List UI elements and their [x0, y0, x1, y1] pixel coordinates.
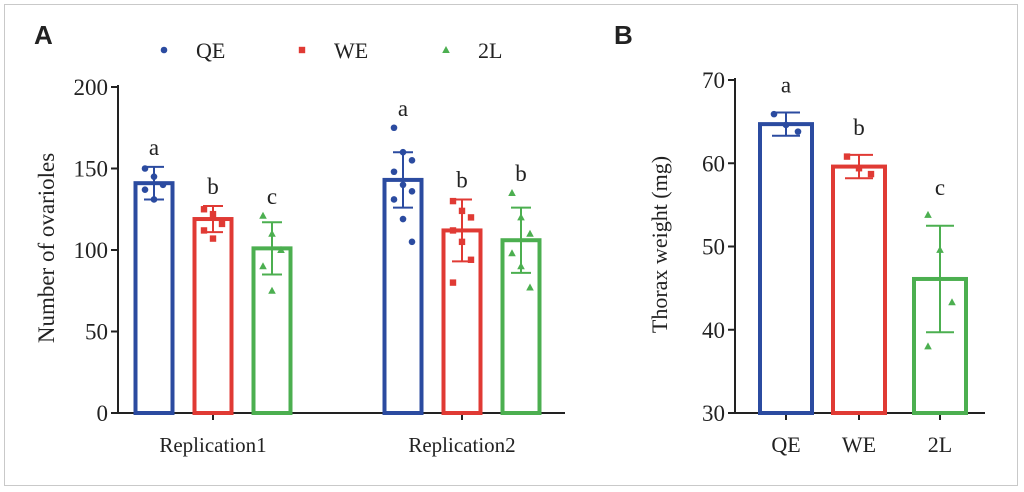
y-tick-label: 100	[74, 238, 109, 263]
data-point	[390, 124, 398, 132]
data-point	[399, 181, 407, 189]
y-axis-title: Number of ovarioles	[34, 153, 59, 343]
x-tick-label: Replication1	[159, 433, 266, 457]
panel-a-label: A	[34, 20, 53, 50]
data-point	[508, 188, 516, 196]
bar	[251, 246, 293, 415]
y-axis-title: Thorax weight (mg)	[647, 156, 672, 333]
x-tick-label: Replication2	[408, 433, 515, 457]
bar	[133, 181, 175, 415]
data-point	[141, 165, 149, 172]
data-point	[209, 235, 217, 242]
legend-marker	[442, 46, 450, 53]
data-point	[526, 283, 534, 291]
data-point	[467, 256, 475, 263]
y-tick-label: 60	[702, 151, 725, 176]
y-tick-label: 50	[85, 320, 108, 345]
y-tick-label: 0	[97, 401, 109, 426]
data-point	[408, 238, 416, 246]
chart-a-ovarioles: 0 50 100 150 200 Number of ovarioles Replicati…	[34, 38, 565, 457]
y-tick-label: 30	[702, 401, 725, 426]
y-tick-label: 200	[74, 75, 109, 100]
x-tick-label: WE	[842, 432, 876, 457]
legend-label: 2L	[478, 38, 502, 63]
data-point	[843, 153, 851, 160]
data-point	[449, 279, 457, 286]
bar	[758, 122, 814, 415]
bar	[192, 217, 234, 415]
data-point	[526, 229, 534, 237]
data-point	[458, 207, 466, 215]
significance-letter: b	[207, 174, 219, 199]
data-point	[855, 165, 863, 172]
data-point	[268, 286, 276, 294]
data-point	[209, 210, 217, 218]
data-point	[936, 245, 944, 253]
data-point	[259, 262, 267, 270]
chart-b-thorax-weight: 30 40 50 60 70 Thorax weight (mg) QE a WE b 2L c	[647, 68, 985, 457]
significance-letter: a	[149, 135, 159, 160]
legend-label: QE	[196, 38, 225, 63]
data-point	[924, 342, 932, 350]
significance-letter: a	[781, 72, 791, 97]
data-point	[268, 229, 276, 237]
x-tick-label: 2L	[928, 432, 952, 457]
legend-label: WE	[334, 38, 368, 63]
legend-marker	[160, 46, 168, 54]
data-point	[449, 197, 457, 205]
data-point	[150, 196, 158, 203]
data-point	[770, 110, 778, 118]
data-point	[141, 186, 149, 193]
data-point	[408, 188, 416, 195]
significance-letter: b	[456, 167, 468, 192]
data-point	[408, 157, 416, 164]
data-point	[467, 214, 475, 221]
y-tick-label: 50	[702, 235, 725, 260]
bar	[831, 164, 887, 415]
data-point	[948, 298, 956, 306]
data-point	[517, 262, 525, 270]
data-point	[867, 170, 875, 178]
data-point	[458, 238, 466, 246]
bar	[382, 177, 424, 415]
data-point	[399, 215, 407, 223]
legend-marker	[298, 46, 306, 54]
data-point	[390, 168, 398, 176]
data-point	[517, 213, 525, 221]
significance-letter: c	[935, 175, 945, 200]
data-point	[277, 246, 285, 253]
data-point	[399, 148, 407, 156]
y-tick-label: 150	[74, 157, 109, 182]
y-tick-label: 70	[702, 68, 725, 93]
data-point	[159, 181, 167, 189]
data-point	[218, 220, 226, 228]
data-point	[508, 249, 516, 257]
data-point	[924, 210, 932, 218]
significance-letter: b	[515, 161, 527, 186]
data-point	[449, 227, 457, 234]
significance-letter: c	[267, 184, 277, 209]
x-tick-label: QE	[771, 432, 800, 457]
significance-letter: b	[853, 115, 865, 140]
data-point	[794, 128, 802, 135]
data-point	[150, 173, 158, 180]
data-point	[200, 227, 208, 234]
data-point	[200, 206, 208, 213]
data-point	[259, 211, 267, 219]
panel-b-label: B	[614, 20, 633, 50]
data-point	[390, 196, 398, 203]
y-tick-label: 40	[702, 318, 725, 343]
significance-letter: a	[398, 96, 408, 121]
data-point	[782, 121, 790, 129]
